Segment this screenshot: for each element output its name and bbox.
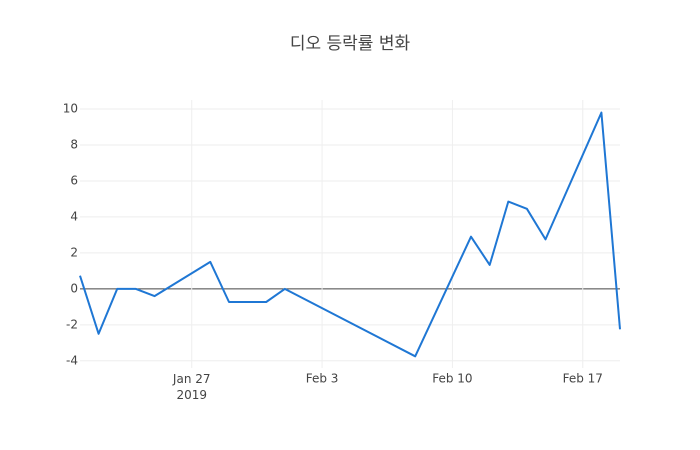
y-tick-label: -4 [66, 353, 78, 367]
y-tick-label: -2 [66, 317, 78, 331]
x-tick-label: Feb 17 [563, 372, 603, 386]
y-tick-label: 6 [70, 173, 78, 187]
y-tick-label: 10 [63, 101, 78, 115]
line [79, 111, 621, 358]
y-tick-label: 0 [70, 281, 78, 295]
y-tick-label: 4 [70, 209, 78, 223]
y-tick-label: 2 [70, 245, 78, 259]
x-tick-label: Jan 27 2019 [172, 372, 211, 402]
x-tick-label: Feb 3 [306, 372, 339, 386]
x-tick-label: Feb 10 [432, 372, 472, 386]
chart-title: 디오 등락률 변화 [290, 34, 411, 54]
y-tick-label: 8 [70, 137, 78, 151]
